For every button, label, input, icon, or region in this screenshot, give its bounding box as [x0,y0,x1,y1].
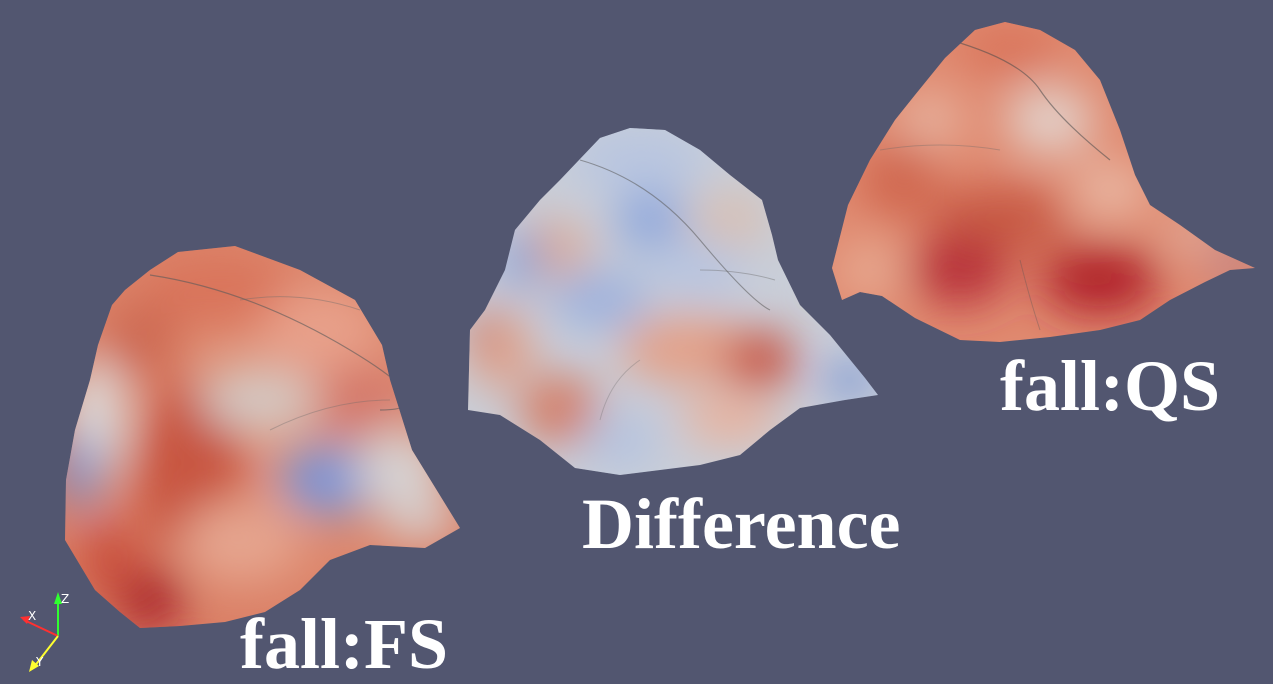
y-axis [33,635,59,668]
surface-fall-qs[interactable] [820,10,1270,355]
surface-fall-fs[interactable] [50,230,480,640]
z-axis-label: Z [61,592,69,606]
label-difference: Difference [582,484,901,564]
y-axis-arrow [29,660,39,672]
x-axis-label: X [28,609,36,623]
label-fall-qs: fall:QS [1000,346,1221,426]
x-axis [23,619,59,637]
label-fall-fs: fall:FS [240,604,448,684]
orientation-axes: Z X Y [20,592,69,672]
z-axis-arrow [54,592,62,604]
y-axis-label: Y [35,655,44,669]
x-axis-arrow [20,616,30,624]
surface-difference[interactable] [450,110,890,490]
